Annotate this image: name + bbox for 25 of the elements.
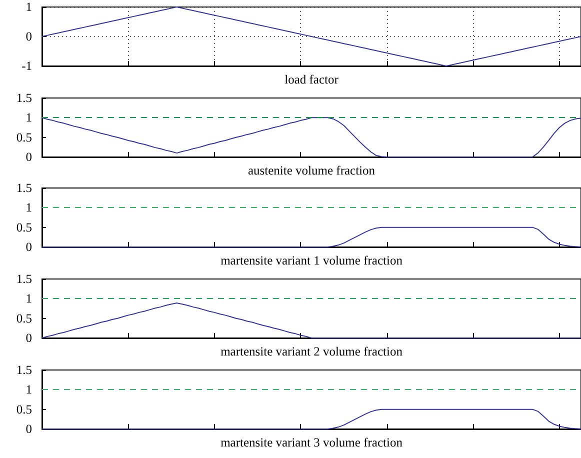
y-tick-label: 0.5 bbox=[16, 311, 32, 326]
y-tick-label: 1 bbox=[26, 201, 32, 216]
y-tick-label: 1 bbox=[26, 292, 32, 306]
y-tick-label: 1.5 bbox=[16, 90, 32, 105]
y-tick-label: 0 bbox=[26, 30, 32, 44]
x-axis-title: martensite variant 3 volume fraction bbox=[220, 435, 404, 450]
y-tick-label: 1 bbox=[26, 0, 32, 14]
y-tick-label: 0 bbox=[26, 240, 32, 254]
x-axis-title: martensite variant 2 volume fraction bbox=[220, 344, 404, 359]
x-axis-title: load factor bbox=[284, 72, 340, 86]
line-series bbox=[42, 6, 581, 66]
x-axis-title: austenite volume fraction bbox=[248, 163, 376, 178]
x-axis-title: martensite variant 1 volume fraction bbox=[220, 254, 404, 268]
y-tick-label: 0 bbox=[26, 331, 32, 346]
y-tick-label: 1.5 bbox=[16, 181, 32, 196]
y-tick-label: 0 bbox=[26, 150, 32, 164]
y-tick-label: 0.5 bbox=[16, 402, 32, 416]
y-tick-label: 1 bbox=[26, 382, 32, 396]
y-tick-label: 1.5 bbox=[16, 272, 32, 286]
y-tick-label: 1.5 bbox=[16, 362, 32, 377]
y-tick-label: 1 bbox=[26, 110, 32, 124]
y-tick-label: 0 bbox=[26, 422, 32, 436]
y-tick-label: 0.5 bbox=[16, 220, 32, 235]
y-tick-label: -1 bbox=[22, 59, 32, 73]
y-tick-label: 0.5 bbox=[16, 130, 32, 144]
